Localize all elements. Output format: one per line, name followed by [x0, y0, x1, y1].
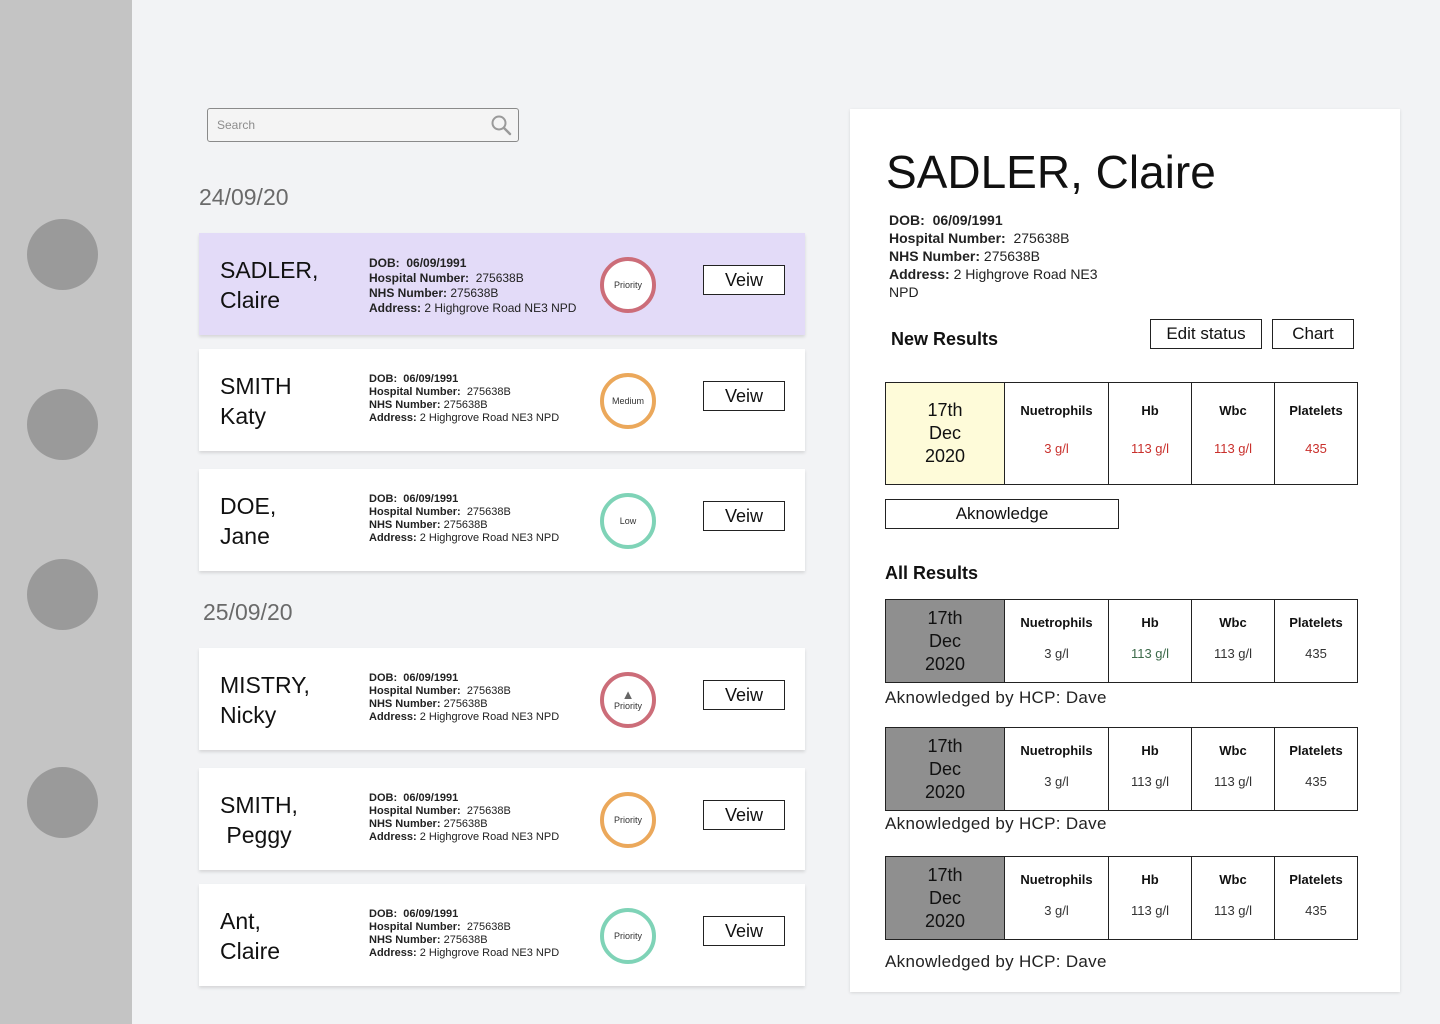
result-column: Nuetrophils 3 g/l [1004, 383, 1108, 484]
patient-name: SMITH Katy [220, 373, 292, 429]
patient-card[interactable]: SMITH Katy DOB: 06/09/1991 Hospital Numbe… [199, 349, 805, 451]
result-column: Wbc 113 g/l [1191, 728, 1274, 810]
patient-card[interactable]: SADLER, Claire DOB: 06/09/1991 Hospital N… [199, 233, 805, 335]
acknowledged-by: Aknowledged by HCP: Dave [885, 688, 1107, 707]
acknowledge-button[interactable]: Aknowledge [885, 499, 1119, 529]
patient-info: DOB: 06/09/1991 Hospital Number: 275638B… [369, 493, 560, 544]
result-date: 17th Dec 2020 [886, 383, 1004, 484]
result-date: 17th Dec 2020 [886, 600, 1004, 682]
patient-info: DOB: 06/09/1991 Hospital Number: 275638B… [369, 672, 560, 723]
view-button[interactable]: Veiw [703, 265, 785, 295]
view-button[interactable]: Veiw [703, 501, 785, 531]
patient-info: DOB: 06/09/1991 Hospital Number: 275638B… [369, 373, 560, 424]
result-date: 17th Dec 2020 [886, 728, 1004, 810]
date-heading: 25/09/20 [203, 599, 293, 625]
result-column: Nuetrophils 3 g/l [1004, 600, 1108, 682]
search-icon[interactable] [484, 108, 518, 142]
patient-name: SMITH, Peggy [220, 792, 298, 848]
result-column: Platelets 435 [1274, 383, 1357, 484]
result-table: 17th Dec 2020 Nuetrophils 3 g/l Hb 113 g/l W… [885, 727, 1358, 811]
status-badge: Low [600, 493, 656, 549]
date-heading: 24/09/20 [199, 184, 289, 210]
status-badge: ▲ Priority [600, 672, 656, 728]
edit-status-button[interactable]: Edit status [1150, 319, 1262, 349]
new-results-title: New Results [891, 329, 999, 349]
all-results-title: All Results [885, 563, 979, 583]
nav-item-2[interactable] [27, 389, 98, 460]
result-column: Hb 113 g/l [1108, 383, 1191, 484]
patient-card[interactable]: DOE, Jane DOB: 06/09/1991 Hospital Number… [199, 469, 805, 571]
patient-info: DOB: 06/09/1991 Hospital Number: 275638B… [369, 792, 560, 843]
patient-title: SADLER, Claire [886, 146, 1216, 198]
result-column: Nuetrophils 3 g/l [1004, 857, 1108, 939]
acknowledged-by: Aknowledged by HCP: Dave [885, 952, 1107, 971]
view-button[interactable]: Veiw [703, 381, 785, 411]
patient-detail-panel: SADLER, Claire DOB: 06/09/1991 Hospital … [850, 109, 1400, 992]
patient-card[interactable]: Ant, Claire DOB: 06/09/1991 Hospital Numb… [199, 884, 805, 986]
status-badge: Medium [600, 373, 656, 429]
patient-name: SADLER, Claire [220, 257, 319, 313]
sidebar [0, 0, 132, 1024]
patient-card[interactable]: SMITH, Peggy DOB: 06/09/1991 Hospital Nu… [199, 768, 805, 870]
view-button[interactable]: Veiw [703, 800, 785, 830]
search-bar [207, 108, 519, 142]
result-column: Platelets 435 [1274, 728, 1357, 810]
result-column: Wbc 113 g/l [1191, 600, 1274, 682]
result-column: Hb 113 g/l [1108, 600, 1191, 682]
warning-icon: ▲ [621, 687, 635, 702]
result-column: Wbc 113 g/l [1191, 383, 1274, 484]
chart-button[interactable]: Chart [1272, 319, 1354, 349]
acknowledged-by: Aknowledged by HCP: Dave [885, 814, 1107, 833]
result-column: Nuetrophils 3 g/l [1004, 728, 1108, 810]
view-button[interactable]: Veiw [703, 916, 785, 946]
result-column: Hb 113 g/l [1108, 857, 1191, 939]
patient-name: MISTRY, Nicky [220, 672, 310, 728]
nav-item-3[interactable] [27, 559, 98, 630]
result-column: Platelets 435 [1274, 600, 1357, 682]
result-column: Hb 113 g/l [1108, 728, 1191, 810]
status-badge: Priority [600, 792, 656, 848]
new-result-table: 17th Dec 2020 Nuetrophils 3 g/l Hb 113 g/l W… [885, 382, 1358, 485]
status-badge: Priority [600, 908, 656, 964]
status-badge: Priority [600, 257, 656, 313]
result-table: 17th Dec 2020 Nuetrophils 3 g/l Hb 113 g/l W… [885, 856, 1358, 940]
result-table: 17th Dec 2020 Nuetrophils 3 g/l Hb 113 g/l W… [885, 599, 1358, 683]
patient-info: DOB: 06/09/1991 Hospital Number: 275638B… [369, 256, 577, 315]
patient-name: Ant, Claire [220, 908, 281, 964]
search-input[interactable] [208, 109, 484, 141]
patient-card[interactable]: MISTRY, Nicky DOB: 06/09/1991 Hospital Nu… [199, 648, 805, 750]
nav-item-1[interactable] [27, 219, 98, 290]
view-button[interactable]: Veiw [703, 680, 785, 710]
result-column: Wbc 113 g/l [1191, 857, 1274, 939]
result-date: 17th Dec 2020 [886, 857, 1004, 939]
patient-name: DOE, Jane [220, 493, 277, 549]
patient-detail-info: DOB: 06/09/1991 Hospital Number: 275638B… [889, 212, 1098, 300]
patient-info: DOB: 06/09/1991 Hospital Number: 275638B… [369, 908, 560, 959]
nav-item-4[interactable] [27, 767, 98, 838]
result-column: Platelets 435 [1274, 857, 1357, 939]
